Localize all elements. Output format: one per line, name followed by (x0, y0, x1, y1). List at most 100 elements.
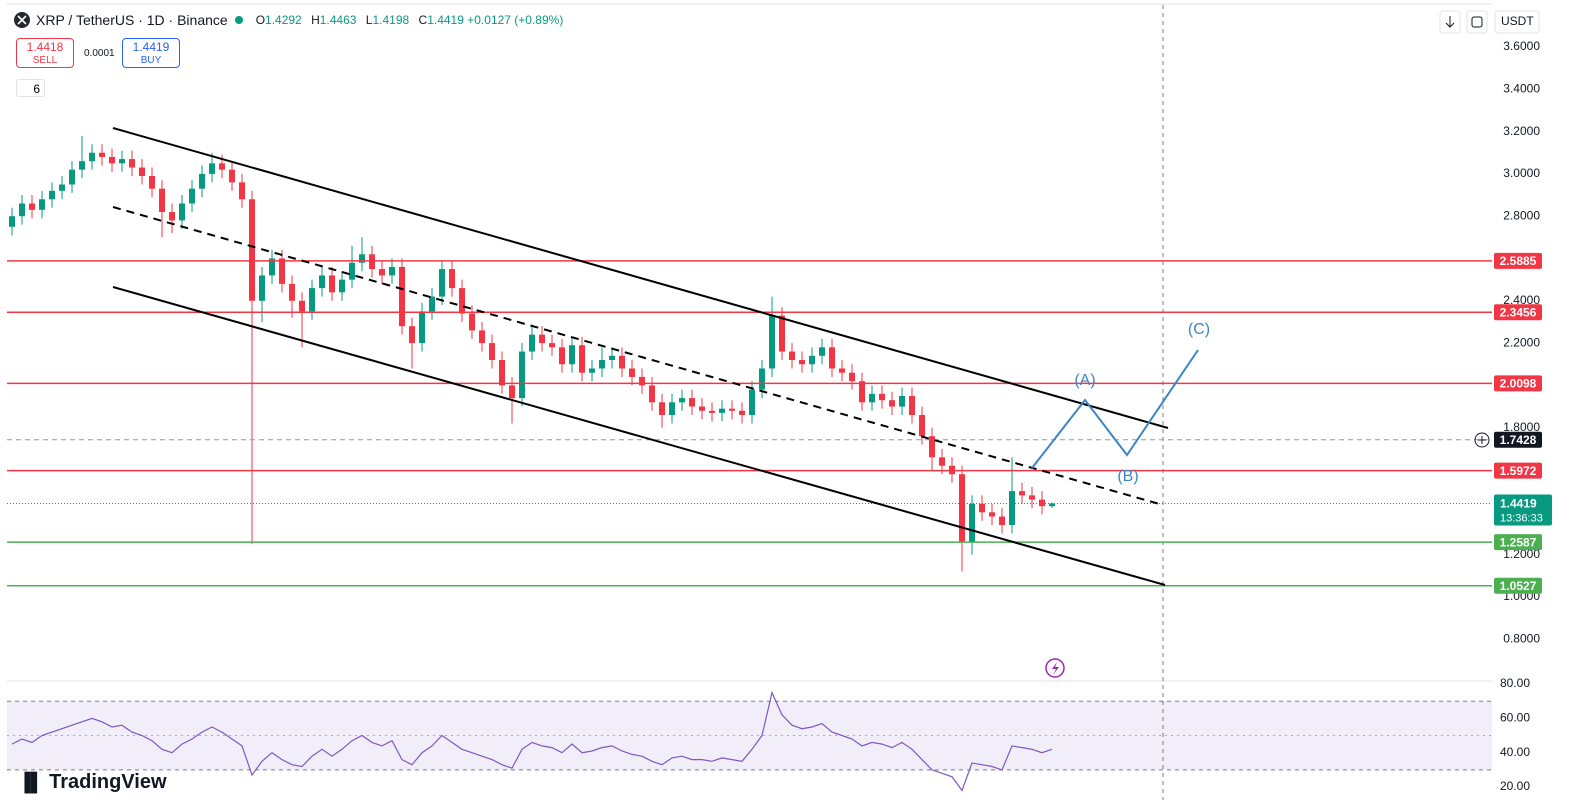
rsi-tick-label: 20.00 (1500, 779, 1530, 793)
candle-body (59, 184, 65, 191)
candle-body (209, 163, 215, 174)
candle-body (169, 211, 175, 221)
candle-body (179, 203, 185, 221)
candle-body (459, 288, 465, 314)
high-value: 1.4463 (319, 13, 357, 27)
rsi-line (11, 690, 1053, 792)
rsi-tick-label: 40.00 (1500, 745, 1530, 759)
candle-body (679, 398, 685, 403)
price-level-tag (1494, 577, 1542, 594)
price-level-tag (1494, 304, 1542, 321)
candle-body (969, 503, 975, 542)
candle-body (159, 188, 165, 212)
rsi-tick-label: 60.00 (1500, 711, 1530, 725)
low-value: 1.4198 (372, 13, 410, 27)
price-level-tag (1494, 375, 1542, 392)
candle-body (729, 408, 735, 411)
candle-body (759, 368, 765, 390)
candle-body (139, 167, 145, 177)
y-tick-label: 1.8000 (1503, 420, 1540, 434)
price-level-label: 1.0527 (1500, 579, 1537, 593)
brand-name: TradingView (49, 771, 167, 793)
y-tick-label: 2.2000 (1503, 335, 1540, 349)
price-level-label: 1.7428 (1500, 433, 1537, 447)
price-level-label: 1.5972 (1500, 464, 1537, 478)
candle-body (349, 262, 355, 280)
y-tick-label: 1.2000 (1503, 547, 1540, 561)
scroll-icon (1445, 16, 1455, 28)
candle-body (119, 159, 125, 164)
candle-body (319, 275, 325, 289)
y-tick-label: 2.4000 (1503, 293, 1540, 307)
candle-body (829, 347, 835, 369)
crosshair-plus[interactable] (1474, 432, 1490, 448)
event-icon-bolt (1052, 662, 1059, 675)
drawings (112, 127, 1199, 586)
indicators-count: 6 (33, 82, 40, 96)
candle-body (559, 347, 565, 365)
candle-body (959, 474, 965, 542)
candle-body (499, 360, 505, 386)
candle-body (799, 360, 805, 365)
event-icon[interactable] (1045, 658, 1065, 678)
candle-body (439, 269, 445, 297)
candle-body (379, 269, 385, 276)
candle-body (89, 152, 95, 162)
candle-body (689, 398, 695, 407)
price-level-tag (1494, 252, 1542, 269)
sell-button[interactable]: 1.4418 SELL (16, 38, 74, 68)
symbol-header: XRP / TetherUS · 1D · Binance O1.4292 H1… (14, 12, 563, 28)
candle-body (999, 516, 1005, 525)
wave-label: (A) (1074, 372, 1095, 389)
candle-body (619, 355, 625, 369)
candle-body (289, 283, 295, 301)
candle-body (259, 275, 265, 301)
candle-body (669, 402, 675, 416)
candle-body (879, 393, 885, 401)
candle-body (329, 275, 335, 293)
candle-body (939, 457, 945, 466)
candle-body (849, 372, 855, 382)
wave-label: (B) (1117, 468, 1138, 485)
close-value: 1.4419 (427, 13, 464, 27)
price-level-label: 1.2587 (1500, 535, 1537, 549)
candle-body (19, 203, 25, 217)
candle-body (889, 400, 895, 407)
countdown: 13:36:33 (1500, 512, 1543, 524)
symbol-title[interactable]: XRP / TetherUS · 1D · Binance (36, 12, 228, 28)
candle-body (929, 436, 935, 458)
ohlc-label: H (311, 13, 320, 27)
candle-body (809, 355, 815, 365)
ohlc-label: L (365, 13, 373, 27)
reset-button[interactable] (1466, 10, 1488, 34)
indicators-toggle[interactable]: 6 (16, 79, 45, 97)
candle-body (1019, 491, 1025, 496)
reset-icon (1471, 16, 1483, 28)
wave-label: (C) (1188, 321, 1210, 338)
candle-body (419, 311, 425, 344)
candle-body (1039, 499, 1045, 507)
currency-button[interactable] (1494, 10, 1540, 34)
ohlc-label: C (418, 13, 428, 27)
candle-body (839, 368, 845, 373)
toolbar-right: USDT (1439, 10, 1540, 34)
candle-body (409, 326, 415, 344)
crosshair-plus-icon (1478, 436, 1486, 444)
candle-body (569, 345, 575, 365)
candle-body (299, 300, 305, 312)
candle-body (49, 190, 55, 200)
y-tick-label: 3.2000 (1503, 124, 1540, 138)
buy-button[interactable]: 1.4419 BUY (122, 38, 180, 68)
y-tick-label: 3.4000 (1503, 81, 1540, 95)
candle-body (149, 176, 155, 189)
candle-body (489, 343, 495, 361)
candle-body (749, 389, 755, 416)
candle-body (279, 258, 285, 284)
candle-body (9, 216, 15, 227)
price-level-label: 2.5885 (1500, 254, 1537, 268)
candle-body (269, 258, 275, 276)
brand-mark: ▐▌ (18, 772, 44, 792)
currency: USDT (1501, 14, 1534, 28)
candle-body (539, 334, 545, 344)
